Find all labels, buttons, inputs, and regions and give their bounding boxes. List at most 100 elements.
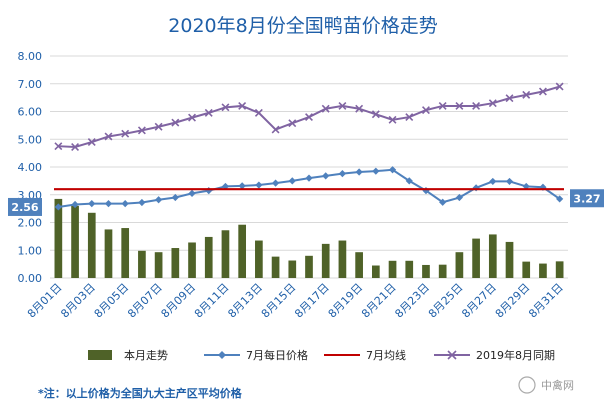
y-tick-label: 4.00 xyxy=(18,161,43,174)
point-x xyxy=(288,119,297,128)
y-tick-label: 7.00 xyxy=(18,78,43,91)
x-tick-label: 8月31日 xyxy=(526,281,566,321)
point-x xyxy=(321,104,330,113)
point-diamond xyxy=(322,172,330,180)
point-x xyxy=(87,138,96,146)
point-diamond xyxy=(188,189,196,197)
x-tick-label: 8月27日 xyxy=(459,281,499,321)
point-x xyxy=(422,106,430,115)
x-tick-label: 8月03日 xyxy=(58,281,98,321)
x-tick-label: 8月25日 xyxy=(426,281,466,321)
point-diamond xyxy=(288,177,296,185)
point-diamond xyxy=(372,167,380,175)
bar xyxy=(138,250,146,278)
x-tick-label: 8月13日 xyxy=(225,281,265,321)
y-tick-label: 1.00 xyxy=(18,244,43,257)
point-diamond xyxy=(355,168,363,176)
x-tick-label: 8月19日 xyxy=(326,281,366,321)
bar xyxy=(154,252,163,278)
point-diamond xyxy=(422,186,430,195)
point-diamond xyxy=(472,184,480,192)
bar xyxy=(271,256,280,278)
point-x xyxy=(355,104,364,113)
point-x xyxy=(221,103,230,112)
point-diamond xyxy=(54,203,62,211)
point-x xyxy=(371,110,380,119)
x-tick-label: 8月01日 xyxy=(25,281,65,321)
x-tick-label: 8月11日 xyxy=(192,281,232,321)
point-diamond xyxy=(104,200,113,208)
bar xyxy=(388,260,397,278)
point-diamond xyxy=(338,170,347,178)
bar xyxy=(54,198,63,278)
bar xyxy=(255,240,263,278)
y-tick-label: 6.00 xyxy=(18,106,43,119)
point-diamond xyxy=(271,179,280,187)
bar xyxy=(355,252,363,278)
bar xyxy=(522,261,531,278)
bar xyxy=(305,255,313,278)
y-tick-label: 0.00 xyxy=(18,272,43,285)
bar xyxy=(405,260,414,278)
bar xyxy=(171,248,180,278)
bar xyxy=(238,224,247,278)
y-axis-ticks: 0.001.002.003.004.005.006.007.008.00 xyxy=(18,50,43,285)
x-tick-label: 8月21日 xyxy=(359,281,399,321)
callout-label: 2.56 xyxy=(11,201,38,214)
bar xyxy=(288,260,297,278)
x-tick-label: 8月09日 xyxy=(159,281,199,321)
point-x xyxy=(271,125,280,134)
gridlines xyxy=(50,55,568,279)
y-tick-label: 8.00 xyxy=(18,50,43,63)
point-diamond xyxy=(88,200,96,208)
point-x xyxy=(538,87,547,96)
point-diamond xyxy=(138,198,146,207)
legend: 本月走势 7月每日价格 7月均线 2019年8月同期 xyxy=(88,348,555,362)
bar xyxy=(539,263,547,278)
bar xyxy=(555,261,564,278)
point-x xyxy=(438,101,447,110)
point-diamond xyxy=(455,193,463,202)
bar xyxy=(455,252,464,278)
point-x xyxy=(338,101,347,110)
point-x xyxy=(171,118,180,127)
point-diamond xyxy=(121,200,129,208)
bar xyxy=(188,242,196,278)
chart-title: 2020年8月份全国鸭苗价格走势 xyxy=(168,15,437,37)
x-tick-label: 8月23日 xyxy=(392,281,432,321)
point-x xyxy=(505,94,514,103)
point-x xyxy=(204,108,213,117)
point-diamond xyxy=(155,196,163,204)
point-x xyxy=(388,115,397,124)
point-diamond xyxy=(489,177,497,186)
point-x xyxy=(104,132,113,141)
point-x xyxy=(522,90,531,99)
point-x xyxy=(154,122,163,131)
point-x xyxy=(405,113,414,122)
point-x xyxy=(254,108,263,117)
point-diamond xyxy=(255,181,263,189)
point-diamond xyxy=(238,182,246,190)
callout-label: 3.27 xyxy=(573,192,600,205)
legend-label: 7月均线 xyxy=(366,348,406,362)
legend-label: 本月走势 xyxy=(124,348,168,362)
point-x xyxy=(121,129,130,138)
watermark: 中禽网 xyxy=(518,376,574,394)
watermark-logo-icon xyxy=(518,376,536,394)
point-diamond xyxy=(439,198,447,206)
bar xyxy=(472,238,480,278)
data-callouts: 2.56 3.27 xyxy=(8,189,604,216)
point-x xyxy=(238,101,247,110)
point-x xyxy=(71,143,80,151)
bar-series xyxy=(54,198,564,278)
callout-box xyxy=(570,189,604,208)
point-x xyxy=(54,142,63,151)
watermark-text: 中禽网 xyxy=(541,378,574,392)
point-x xyxy=(455,101,464,110)
y-tick-label: 2.00 xyxy=(18,217,43,230)
y-tick-label: 5.00 xyxy=(18,133,43,146)
bar xyxy=(321,243,330,278)
bar xyxy=(87,212,96,278)
point-diamond xyxy=(171,193,179,202)
